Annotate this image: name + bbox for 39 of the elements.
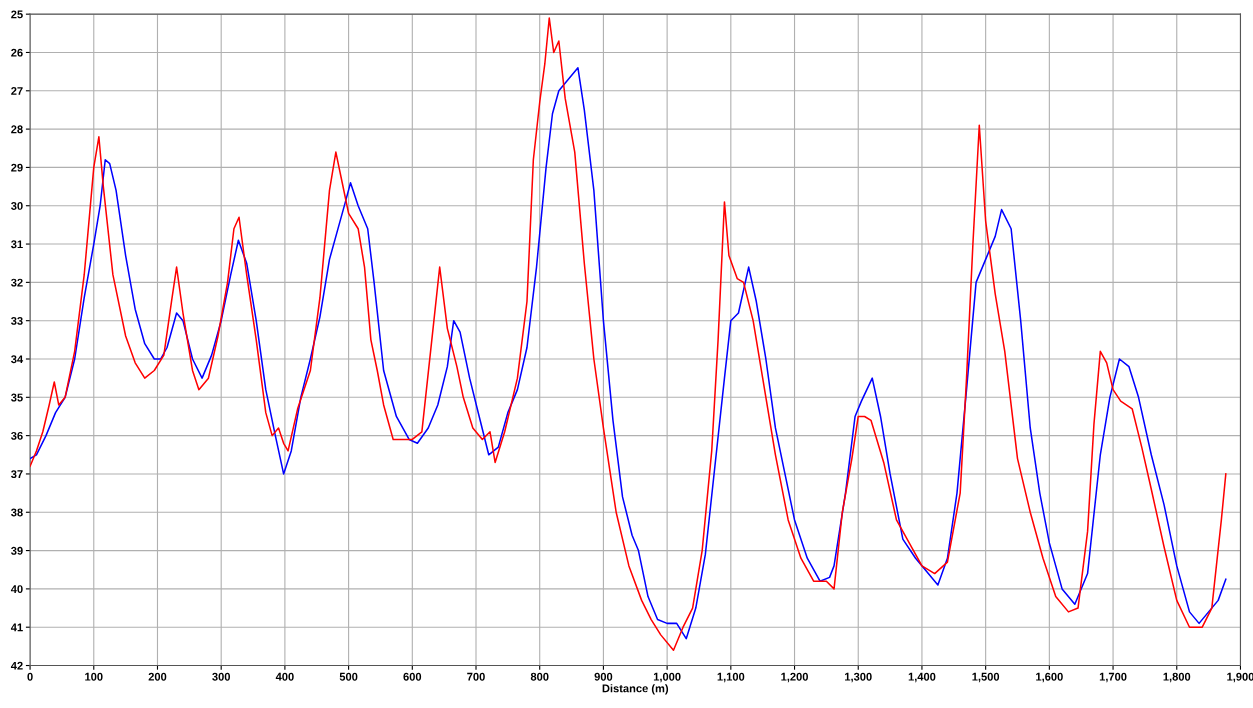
y-tick-label: 30 xyxy=(11,202,23,210)
y-tick-label: 25 xyxy=(11,10,23,19)
y-tick-label: 37 xyxy=(11,470,23,479)
x-tick-label: 1,200 xyxy=(781,672,808,683)
x-tick-label: 700 xyxy=(467,672,485,681)
y-tick-label: 38 xyxy=(11,508,23,517)
x-tick-label: 400 xyxy=(275,672,294,681)
x-tick-label: 500 xyxy=(339,672,358,681)
y-tick-label: 27 xyxy=(11,87,23,95)
y-tick-label: 28 xyxy=(11,125,23,134)
x-tick-label: 1,400 xyxy=(908,672,936,683)
x-tick-label: 1,000 xyxy=(653,672,681,683)
y-tick-label: 35 xyxy=(11,393,23,402)
y-tick-label: 34 xyxy=(11,355,24,364)
y-tick-label: 31 xyxy=(11,240,23,249)
y-tick-label: 26 xyxy=(11,48,23,57)
x-tick-label: 100 xyxy=(85,672,103,681)
x-tick-label: 1,800 xyxy=(1163,672,1191,683)
x-tick-label: 300 xyxy=(212,672,230,681)
x-tick-label: 1,100 xyxy=(717,672,745,683)
y-tick-label: 36 xyxy=(11,431,23,440)
y-tick-label: 29 xyxy=(11,163,23,172)
x-tick-label: 1,600 xyxy=(1036,672,1063,683)
x-tick-label: 1,300 xyxy=(845,672,872,683)
y-tick-label: 32 xyxy=(11,278,23,287)
y-tick-label: 39 xyxy=(11,546,23,555)
x-tick-label: 200 xyxy=(148,672,167,681)
x-tick-label: 1,500 xyxy=(972,672,1000,683)
y-tick-label: 41 xyxy=(10,623,23,632)
x-tick-label: 900 xyxy=(594,672,613,681)
y-tick-label: 42 xyxy=(10,661,23,670)
x-axis-title: Distance (m) xyxy=(602,684,669,695)
x-tick-label: 600 xyxy=(403,672,422,681)
x-tick-label: 1,700 xyxy=(1099,672,1127,683)
x-tick-label: 1,900 xyxy=(1227,672,1253,683)
y-tick-label: 40 xyxy=(10,585,23,594)
x-tick-label: 800 xyxy=(530,672,549,681)
x-tick-label: 0 xyxy=(27,672,33,681)
y-tick-label: 33 xyxy=(11,316,23,325)
